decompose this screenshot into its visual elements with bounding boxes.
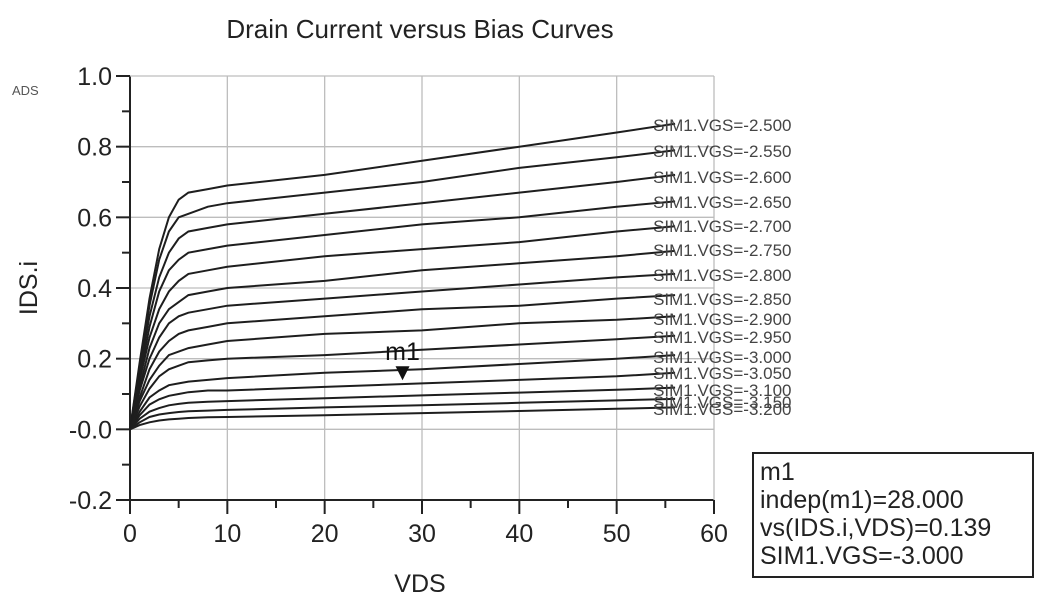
series-line-12 [129, 371, 676, 430]
x-tick-label: 50 [603, 520, 631, 548]
marker-readout-vgs: SIM1.VGS=-3.000 [760, 542, 964, 570]
series-label-2: SIM1.VGS=-2.550 [653, 142, 791, 161]
y-tick-label: 0.8 [77, 134, 112, 162]
series-label-8: SIM1.VGS=-2.850 [653, 290, 791, 309]
series-label-7: SIM1.VGS=-2.800 [653, 266, 791, 285]
y-tick-label: 0.2 [77, 346, 112, 374]
x-tick-label: 10 [213, 520, 241, 548]
series-line-2 [129, 149, 676, 430]
series-label-9: SIM1.VGS=-2.900 [653, 310, 791, 329]
series-line-6 [129, 249, 676, 430]
marker-readout-indep: indep(m1)=28.000 [760, 486, 964, 514]
series-line-11 [129, 354, 676, 430]
series-line-5 [129, 225, 676, 430]
y-tick-label: 1.0 [77, 63, 112, 91]
marker-readout-box[interactable]: m1 indep(m1)=28.000 vs(IDS.i,VDS)=0.139 … [752, 452, 1034, 578]
series-line-3 [129, 173, 676, 430]
series-label-11: SIM1.VGS=-3.000 [653, 348, 791, 367]
x-tick-label: 0 [123, 520, 137, 548]
x-tick-label: 60 [700, 520, 728, 548]
chart-title: Drain Current versus Bias Curves [226, 14, 614, 44]
series-label-3: SIM1.VGS=-2.600 [653, 168, 791, 187]
series-line-10 [129, 334, 676, 430]
series-label-6: SIM1.VGS=-2.750 [653, 241, 791, 260]
x-tick-label: 40 [505, 520, 533, 548]
series-label-5: SIM1.VGS=-2.700 [653, 217, 791, 236]
marker-m1-label: m1 [385, 338, 420, 366]
y-axis-label: IDS.i [15, 261, 43, 315]
marker-readout-name: m1 [760, 458, 795, 486]
series-line-7 [129, 272, 676, 430]
y-tick-label: 0.4 [77, 275, 112, 303]
x-axis-label: VDS [394, 570, 445, 598]
ads-logo: ADS [12, 83, 39, 98]
series-label-10: SIM1.VGS=-2.950 [653, 328, 791, 347]
series-line-14 [129, 397, 676, 431]
series-line-8 [129, 294, 676, 430]
series-line-13 [129, 386, 676, 430]
series-label-12: SIM1.VGS=-3.050 [653, 364, 791, 383]
marker-readout-value: vs(IDS.i,VDS)=0.139 [760, 514, 992, 542]
series-line-15 [129, 406, 676, 431]
y-tick-label: -0.0 [69, 416, 112, 444]
series-line-4 [129, 200, 676, 430]
series-line-9 [129, 315, 676, 430]
series-label-1: SIM1.VGS=-2.500 [653, 116, 791, 135]
marker-m1-triangle [395, 366, 410, 381]
series-label-15: SIM1.VGS=-3.200 [653, 400, 791, 419]
series-line-1 [129, 122, 676, 430]
y-tick-label: 0.6 [77, 204, 112, 232]
series-label-4: SIM1.VGS=-2.650 [653, 193, 791, 212]
series-label-13: SIM1.VGS=-3.100 [653, 381, 791, 400]
x-tick-label: 30 [408, 520, 436, 548]
x-tick-label: 20 [311, 520, 339, 548]
y-tick-label: -0.2 [69, 487, 112, 515]
series-label-14: SIM1.VGS=-3.150 [653, 393, 791, 412]
